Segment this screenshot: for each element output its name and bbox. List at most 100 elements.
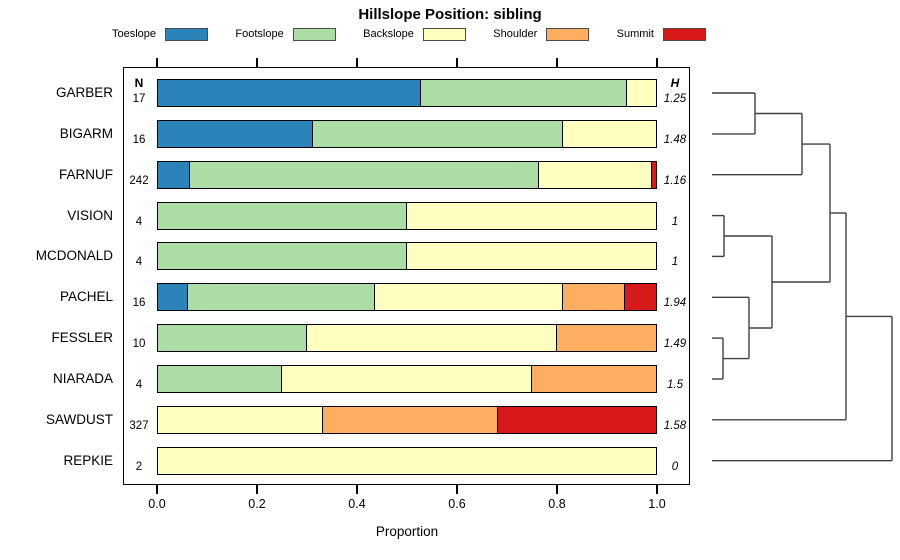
n-value: 242 bbox=[129, 174, 149, 187]
bar-segment-footslope bbox=[188, 160, 539, 189]
row-label-vision: VISION bbox=[67, 207, 113, 223]
row-label-mcdonald: MCDONALD bbox=[35, 248, 113, 264]
legend-swatch-toeslope bbox=[165, 27, 209, 41]
bar-segment-shoulder bbox=[555, 324, 657, 353]
h-value: 1.48 bbox=[663, 133, 687, 146]
legend-swatch-backslope bbox=[422, 27, 466, 41]
x-tick-label: 0.0 bbox=[148, 497, 166, 511]
x-tick-bottom bbox=[356, 485, 358, 494]
bar-segment-backslope bbox=[157, 405, 324, 434]
x-tick-top bbox=[456, 58, 458, 67]
row-label-bigarm: BIGARM bbox=[59, 125, 113, 141]
legend: Toeslope Footslope Backslope Shoulder Summit bbox=[112, 26, 706, 42]
bar-segment-footslope bbox=[420, 79, 628, 107]
bar-segment-footslope bbox=[157, 242, 407, 271]
row-label-fessler: FESSLER bbox=[51, 330, 113, 346]
x-tick-label: 0.2 bbox=[248, 497, 266, 511]
legend-item-summit: Summit bbox=[616, 27, 706, 41]
x-tick-label: 0.6 bbox=[448, 497, 466, 511]
h-column-header: H bbox=[670, 76, 680, 90]
bar-segment-toeslope bbox=[157, 79, 422, 107]
bar-segment-shoulder bbox=[322, 405, 498, 434]
x-tick-top bbox=[356, 58, 358, 67]
bar-segment-backslope bbox=[374, 283, 564, 312]
h-value: 1.94 bbox=[663, 297, 687, 310]
x-tick-bottom bbox=[656, 485, 658, 494]
legend-item-footslope: Footslope bbox=[235, 27, 336, 41]
legend-label: Toeslope bbox=[112, 28, 157, 40]
legend-label: Summit bbox=[616, 28, 654, 40]
bar-segment-footslope bbox=[186, 283, 376, 312]
bar-segment-summit bbox=[650, 160, 657, 189]
h-value: 1.16 bbox=[663, 174, 687, 187]
x-tick-bottom bbox=[556, 485, 558, 494]
n-value: 4 bbox=[135, 215, 143, 228]
n-value: 2 bbox=[135, 460, 143, 473]
legend-label: Shoulder bbox=[493, 28, 538, 40]
row-label-pachel: PACHEL bbox=[59, 289, 113, 305]
bar-segment-backslope bbox=[280, 364, 532, 393]
bar-segment-footslope bbox=[157, 201, 407, 230]
legend-swatch-summit bbox=[662, 27, 706, 41]
stacked-bar-sawdust bbox=[157, 405, 657, 434]
n-value: 4 bbox=[135, 378, 143, 391]
chart-title: Hillslope Position: sibling bbox=[358, 6, 542, 23]
bar-segment-summit bbox=[496, 405, 657, 434]
legend-item-toeslope: Toeslope bbox=[112, 27, 209, 41]
stacked-bar-garber bbox=[157, 79, 657, 107]
legend-swatch-shoulder bbox=[546, 27, 590, 41]
stacked-bar-pachel bbox=[157, 283, 657, 312]
bar-segment-toeslope bbox=[157, 283, 189, 312]
x-tick-label: 0.4 bbox=[348, 497, 366, 511]
x-tick-label: 0.8 bbox=[548, 497, 566, 511]
x-axis-title: Proportion bbox=[375, 524, 439, 539]
h-value: 1.25 bbox=[663, 93, 687, 105]
h-value: 1 bbox=[671, 256, 679, 269]
n-value: 16 bbox=[132, 297, 146, 310]
bar-segment-backslope bbox=[305, 324, 557, 353]
bar-segment-backslope bbox=[537, 160, 652, 189]
n-value: 17 bbox=[132, 93, 146, 105]
x-tick-bottom bbox=[156, 485, 158, 494]
h-value: 1.58 bbox=[663, 419, 687, 432]
stacked-bar-niarada bbox=[157, 364, 657, 393]
bar-segment-backslope bbox=[405, 201, 657, 230]
stacked-bar-repkie bbox=[157, 446, 657, 475]
x-tick-top bbox=[656, 58, 658, 67]
bar-segment-summit bbox=[624, 283, 657, 312]
n-value: 16 bbox=[132, 133, 146, 146]
stacked-bar-mcdonald bbox=[157, 242, 657, 271]
bar-segment-backslope bbox=[405, 242, 657, 271]
bar-segment-shoulder bbox=[530, 364, 657, 393]
bar-segment-backslope bbox=[626, 79, 657, 107]
row-label-niarada: NIARADA bbox=[52, 370, 113, 386]
h-value: 1 bbox=[671, 215, 679, 228]
legend-label: Backslope bbox=[363, 28, 414, 40]
stacked-bar-fessler bbox=[157, 324, 657, 353]
bar-segment-toeslope bbox=[157, 160, 190, 189]
bar-segment-toeslope bbox=[157, 119, 314, 148]
x-tick-top bbox=[156, 58, 158, 67]
legend-label: Footslope bbox=[235, 28, 284, 40]
x-tick-bottom bbox=[456, 485, 458, 494]
n-value: 327 bbox=[129, 419, 149, 432]
h-value: 1.5 bbox=[667, 378, 683, 391]
legend-item-backslope: Backslope bbox=[363, 27, 466, 41]
stacked-bar-vision bbox=[157, 201, 657, 230]
legend-swatch-footslope bbox=[292, 27, 336, 41]
stacked-bar-bigarm bbox=[157, 119, 657, 148]
row-label-farnuf: FARNUF bbox=[59, 166, 113, 182]
h-value: 0 bbox=[671, 460, 679, 473]
bar-segment-footslope bbox=[157, 364, 282, 393]
n-value: 10 bbox=[132, 338, 146, 351]
bar-segment-backslope bbox=[157, 446, 657, 475]
bar-segment-footslope bbox=[311, 119, 564, 148]
legend-item-shoulder: Shoulder bbox=[493, 27, 590, 41]
bar-segment-shoulder bbox=[561, 283, 626, 312]
stacked-bar-farnuf bbox=[157, 160, 657, 189]
row-label-repkie: REPKIE bbox=[63, 452, 113, 468]
x-tick-bottom bbox=[256, 485, 258, 494]
x-tick-label: 1.0 bbox=[648, 497, 666, 511]
x-tick-top bbox=[256, 58, 258, 67]
